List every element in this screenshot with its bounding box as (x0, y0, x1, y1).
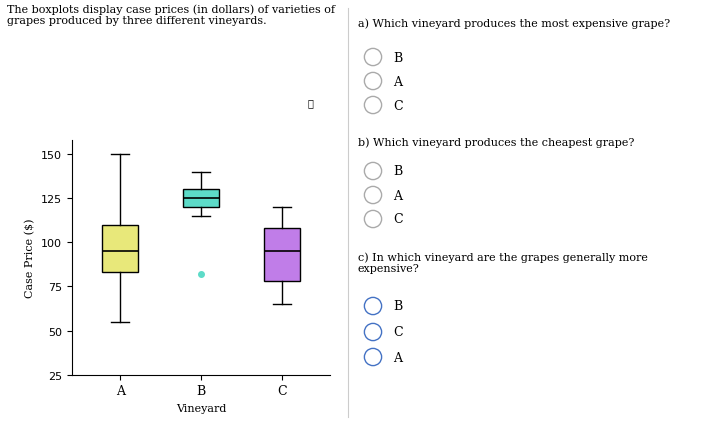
Text: ✗: ✗ (368, 49, 378, 59)
Text: A: A (393, 351, 402, 364)
Text: A: A (393, 189, 402, 202)
X-axis label: Vineyard: Vineyard (176, 403, 226, 413)
PathPatch shape (183, 190, 219, 207)
Text: A: A (393, 75, 402, 88)
PathPatch shape (264, 229, 300, 282)
Text: B: B (393, 52, 402, 64)
Text: b) Which vineyard produces the cheapest grape?: b) Which vineyard produces the cheapest … (358, 137, 635, 147)
Text: B: B (393, 165, 402, 178)
Text: C: C (393, 213, 403, 226)
Text: B: B (393, 300, 402, 313)
PathPatch shape (102, 225, 139, 273)
Text: C: C (393, 326, 403, 339)
Text: C: C (393, 99, 403, 112)
Text: ★: ★ (367, 74, 377, 84)
Text: a) Which vineyard produces the most expensive grape?: a) Which vineyard produces the most expe… (358, 18, 670, 29)
Text: The boxplots display case prices (in dollars) of varieties of
grapes produced by: The boxplots display case prices (in dol… (7, 4, 335, 26)
Text: c) In which vineyard are the grapes generally more
expensive?: c) In which vineyard are the grapes gene… (358, 251, 648, 273)
Y-axis label: Case Price ($): Case Price ($) (25, 218, 35, 297)
Text: 🔍: 🔍 (307, 98, 314, 108)
Text: ✓: ✓ (368, 188, 378, 198)
